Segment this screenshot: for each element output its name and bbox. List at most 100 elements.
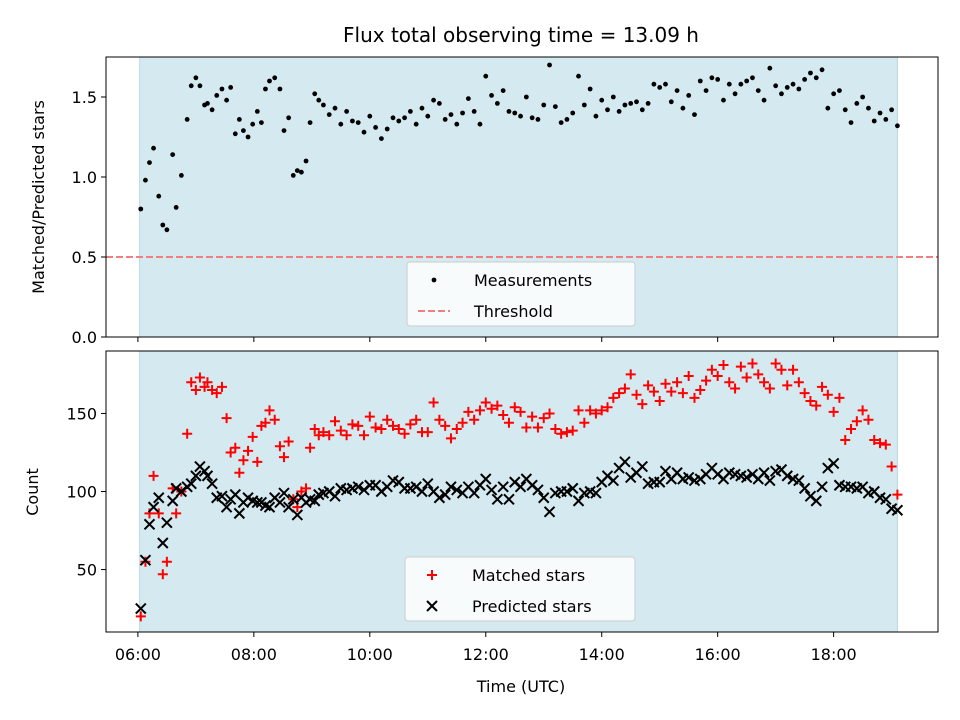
data-point	[703, 88, 709, 93]
data-point	[808, 70, 813, 76]
data-point	[387, 420, 398, 431]
data-point	[197, 83, 203, 89]
data-point	[190, 385, 201, 396]
data-point	[587, 86, 593, 92]
data-point	[332, 105, 338, 111]
data-point	[793, 377, 804, 388]
data-point	[608, 392, 619, 403]
data-point	[556, 428, 567, 439]
data-point	[220, 501, 233, 513]
data-point	[252, 456, 263, 467]
data-point	[492, 400, 503, 411]
data-point	[659, 465, 672, 477]
data-point	[875, 438, 886, 449]
data-point	[781, 470, 793, 482]
data-point	[851, 416, 862, 427]
x-tick-label: 08:00	[231, 645, 277, 664]
data-point	[463, 406, 474, 417]
data-point	[350, 118, 355, 124]
data-point	[721, 97, 726, 103]
data-point	[817, 381, 828, 392]
data-point	[224, 97, 229, 103]
data-point	[779, 91, 784, 97]
data-point	[454, 121, 460, 127]
data-point	[468, 487, 480, 499]
data-point	[645, 101, 651, 106]
x-tick-label: 12:00	[463, 645, 509, 664]
data-point	[278, 452, 289, 463]
data-point	[318, 427, 329, 438]
data-point	[682, 471, 695, 484]
data-point	[263, 501, 276, 513]
data-point	[269, 414, 280, 425]
data-point	[338, 121, 344, 127]
data-point	[674, 88, 680, 93]
data-point	[663, 81, 668, 87]
data-point	[784, 85, 790, 90]
data-point	[359, 430, 370, 441]
data-point	[770, 358, 781, 369]
data-point	[706, 364, 717, 375]
x-tick-label: 18:00	[811, 645, 857, 664]
data-point	[631, 389, 642, 400]
data-point	[834, 392, 845, 403]
data-point	[233, 507, 246, 520]
data-point	[251, 496, 264, 509]
data-point	[355, 120, 361, 125]
data-point	[837, 88, 842, 93]
data-point	[471, 109, 477, 114]
data-point	[798, 482, 811, 495]
data-point	[810, 495, 822, 507]
data-point	[494, 101, 500, 106]
data-point	[489, 93, 494, 98]
data-point	[143, 518, 156, 530]
data-point	[445, 433, 456, 444]
y-tick-label: 0.5	[72, 248, 97, 267]
data-point	[628, 101, 634, 106]
data-point	[811, 400, 822, 411]
data-point	[846, 424, 857, 435]
data-point	[523, 94, 529, 100]
data-point	[238, 455, 249, 466]
data-point	[871, 118, 877, 124]
data-point	[831, 91, 837, 97]
data-point	[570, 110, 576, 116]
data-point	[182, 428, 193, 439]
data-point	[260, 417, 271, 428]
data-point	[602, 402, 613, 413]
data-point	[753, 369, 764, 380]
data-point	[572, 495, 585, 507]
data-point	[341, 430, 352, 441]
data-point	[352, 481, 364, 493]
data-point	[634, 99, 639, 105]
data-point	[755, 88, 761, 93]
data-point	[274, 441, 285, 452]
data-point	[173, 205, 179, 210]
data-point	[373, 125, 379, 130]
chart-title: Flux total observing time = 13.09 h	[343, 23, 699, 47]
data-point	[790, 81, 796, 87]
data-point	[529, 115, 535, 121]
data-point	[321, 102, 326, 108]
data-point	[863, 414, 874, 425]
data-point	[541, 102, 547, 108]
data-point	[648, 386, 659, 397]
data-point	[382, 414, 393, 425]
data-point	[767, 65, 773, 71]
data-point	[842, 107, 848, 113]
data-point	[498, 410, 509, 421]
data-point	[305, 442, 316, 453]
data-point	[726, 81, 732, 87]
data-point	[552, 104, 558, 109]
legend-box	[406, 261, 636, 327]
data-point	[477, 121, 483, 127]
data-point	[625, 369, 636, 380]
data-point	[547, 62, 552, 68]
data-point	[291, 509, 304, 521]
data-point	[880, 493, 892, 506]
data-point	[460, 110, 465, 116]
data-point	[776, 364, 787, 375]
data-point	[211, 388, 222, 399]
data-point	[590, 487, 602, 499]
data-point	[535, 117, 541, 122]
